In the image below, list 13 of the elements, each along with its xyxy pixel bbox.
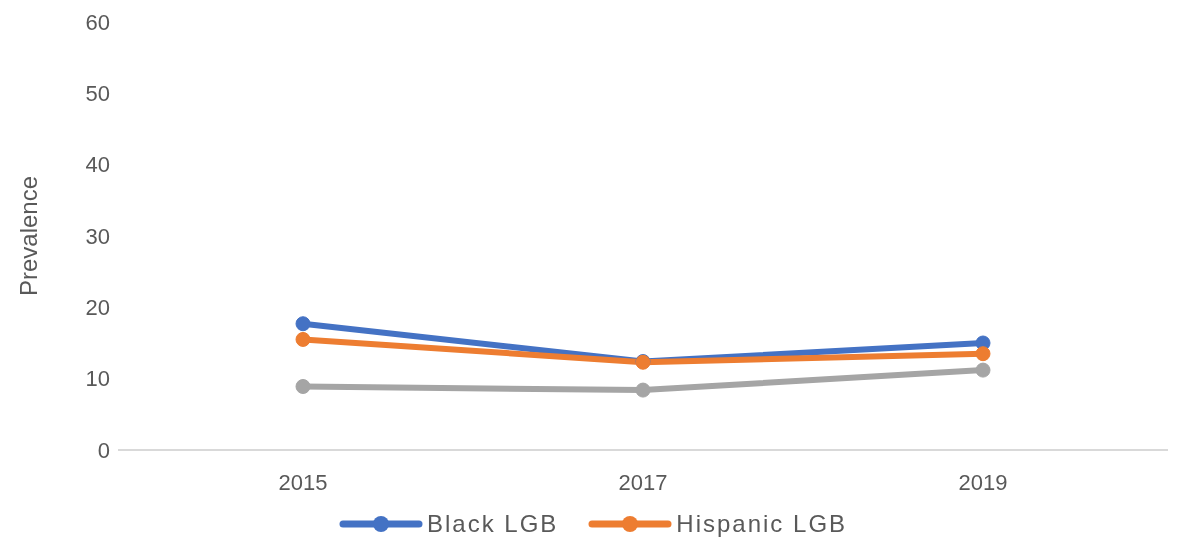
x-tick-label: 2017 [618, 469, 668, 495]
legend-label: Hispanic LGB [676, 510, 848, 538]
legend-label: Black LGB [426, 510, 559, 538]
y-tick-label: 0 [97, 437, 110, 463]
y-tick-label: 30 [85, 223, 110, 249]
x-tick-label: 2019 [958, 469, 1008, 495]
y-tick-label: 20 [85, 295, 110, 321]
y-tick-label: 40 [85, 152, 110, 178]
y-tick-label: 60 [85, 9, 110, 35]
y-tick-label: 50 [85, 81, 110, 107]
y-tick-label: 10 [85, 366, 110, 392]
x-tick-label: 2015 [278, 469, 328, 495]
y-axis-title: Prevalence [14, 175, 42, 297]
